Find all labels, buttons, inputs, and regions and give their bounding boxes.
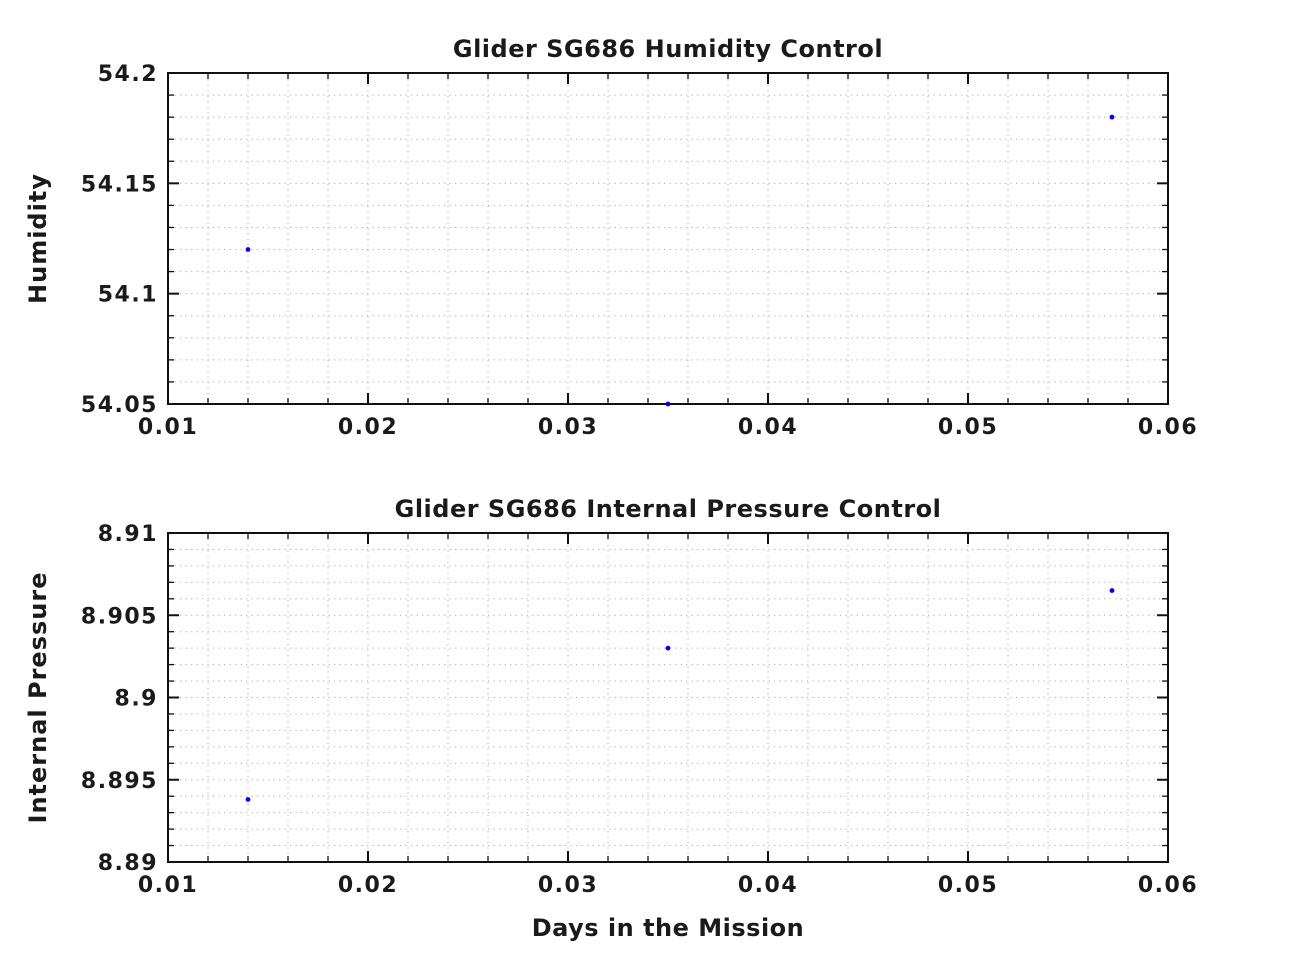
x-tick-label: 0.04 xyxy=(738,873,798,898)
y-tick-label: 8.89 xyxy=(98,851,158,876)
y-tick-label: 54.1 xyxy=(98,283,158,308)
data-points xyxy=(245,588,1115,802)
x-tick-label: 0.02 xyxy=(338,415,398,440)
x-tick-label: 0.02 xyxy=(338,873,398,898)
x-tick-label: 0.01 xyxy=(138,415,198,440)
data-point xyxy=(665,401,671,407)
data-point xyxy=(665,645,671,651)
humidity-chart: 0.01 0.02 0.03 0.04 0.05 0.06 54.05 54.1 54.15 54… xyxy=(24,35,1198,440)
x-tick-label: 0.05 xyxy=(938,415,998,440)
data-point xyxy=(245,797,251,802)
y-tick-label: 8.91 xyxy=(98,522,158,547)
x-tick-label: 0.06 xyxy=(1138,415,1198,440)
x-tick-label: 0.01 xyxy=(138,873,198,898)
plot-frame xyxy=(167,532,1169,863)
data-point xyxy=(1109,588,1115,593)
data-point xyxy=(1109,114,1115,120)
x-axis-label: Days in the Mission xyxy=(532,914,805,942)
x-tick-label: 0.03 xyxy=(538,415,598,440)
y-tick-label: 54.2 xyxy=(98,62,158,87)
data-points xyxy=(245,114,1115,407)
y-axis-label: Internal Pressure xyxy=(24,572,52,824)
chart-title: Glider SG686 Humidity Control xyxy=(453,35,883,63)
chart-title: Glider SG686 Internal Pressure Control xyxy=(395,495,942,523)
data-point xyxy=(245,247,251,252)
pressure-chart: 0.01 0.02 0.03 0.04 0.05 0.06 8.89 8.895 8.9 8.90… xyxy=(24,495,1198,942)
y-tick-label: 54.05 xyxy=(81,393,158,418)
y-tick-label: 8.905 xyxy=(81,604,158,629)
y-tick-label: 8.9 xyxy=(115,687,158,712)
y-tick-label: 54.15 xyxy=(81,172,158,197)
y-tick-label: 8.895 xyxy=(81,769,158,794)
x-tick-label: 0.03 xyxy=(538,873,598,898)
x-tick-label: 0.05 xyxy=(938,873,998,898)
plot-area xyxy=(168,73,1168,404)
x-tick-label: 0.04 xyxy=(738,415,798,440)
y-axis-label: Humidity xyxy=(24,173,52,304)
grid-lines xyxy=(169,534,1167,861)
x-tick-label: 0.06 xyxy=(1138,873,1198,898)
grid-lines xyxy=(169,74,1167,403)
